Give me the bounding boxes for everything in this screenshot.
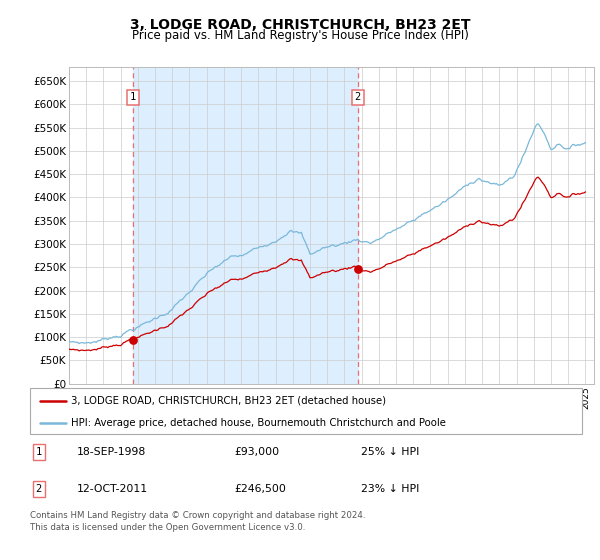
FancyBboxPatch shape — [30, 388, 582, 434]
Text: 3, LODGE ROAD, CHRISTCHURCH, BH23 2ET: 3, LODGE ROAD, CHRISTCHURCH, BH23 2ET — [130, 18, 470, 32]
Text: £93,000: £93,000 — [234, 446, 280, 456]
Text: 12-OCT-2011: 12-OCT-2011 — [77, 484, 148, 494]
Text: Price paid vs. HM Land Registry's House Price Index (HPI): Price paid vs. HM Land Registry's House … — [131, 29, 469, 42]
Text: 18-SEP-1998: 18-SEP-1998 — [77, 446, 146, 456]
Text: 1: 1 — [130, 92, 136, 102]
Point — [128, 336, 138, 345]
Bar — [133, 67, 358, 384]
Point — [353, 264, 362, 273]
Text: 23% ↓ HPI: 23% ↓ HPI — [361, 484, 419, 494]
Text: 25% ↓ HPI: 25% ↓ HPI — [361, 446, 419, 456]
Text: HPI: Average price, detached house, Bournemouth Christchurch and Poole: HPI: Average price, detached house, Bour… — [71, 418, 446, 427]
Text: 2: 2 — [35, 484, 42, 494]
Text: 3, LODGE ROAD, CHRISTCHURCH, BH23 2ET (detached house): 3, LODGE ROAD, CHRISTCHURCH, BH23 2ET (d… — [71, 396, 386, 406]
Text: 2: 2 — [355, 92, 361, 102]
Text: Contains HM Land Registry data © Crown copyright and database right 2024.
This d: Contains HM Land Registry data © Crown c… — [30, 511, 365, 531]
Text: 1: 1 — [35, 446, 42, 456]
Text: £246,500: £246,500 — [234, 484, 286, 494]
